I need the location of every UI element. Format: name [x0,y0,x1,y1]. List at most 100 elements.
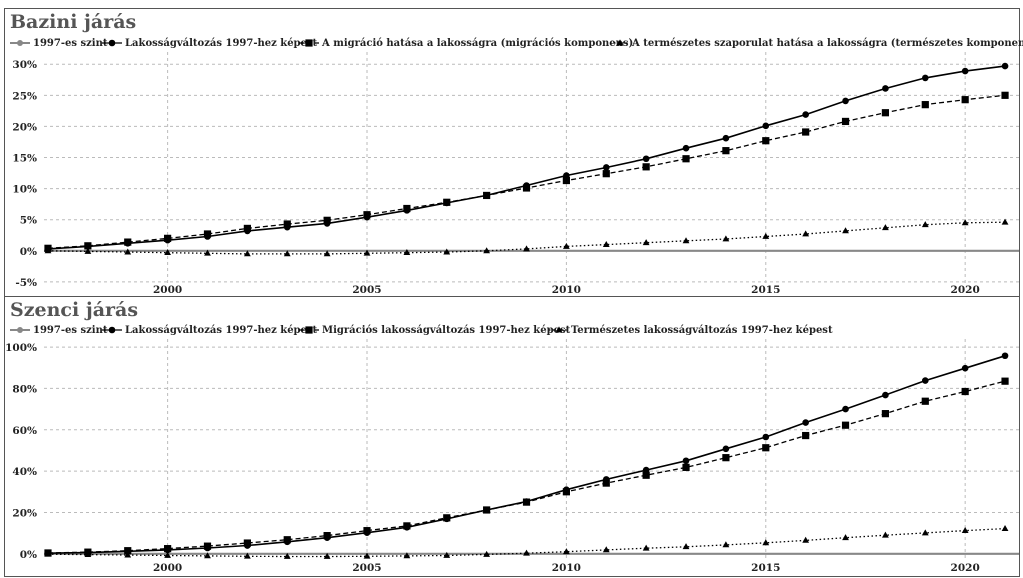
legend-label: 1997-es szint [33,325,108,336]
data-point [961,364,969,372]
legend-label: 1997-es szint [33,38,108,49]
data-point [124,248,132,255]
data-point [961,527,969,534]
data-point [523,245,530,252]
data-point [921,397,929,405]
x-tick-label: 2020 [951,562,980,574]
data-point [323,532,331,540]
data-point [602,164,610,171]
data-point [203,542,212,550]
data-point [881,410,890,418]
legend-item-2: Lakosságváltozás 1997-hez képest [102,325,318,336]
data-point [602,546,610,553]
data-point [1001,377,1009,385]
data-point [722,445,730,453]
legend-item-4: A természetes szaporulat hatása a lakoss… [610,38,1023,49]
legend-item-4: Természetes lakosságváltozás 1997-hez ké… [549,325,833,336]
legend-label: Természetes lakosságváltozás 1997-hez ké… [571,325,833,336]
data-point [961,219,969,226]
data-point [203,230,212,238]
data-point [443,248,451,255]
x-tick-label: 2010 [552,562,581,574]
x-tick-label: 2000 [153,562,182,574]
data-point [522,498,531,506]
series-2 [44,352,1009,557]
data-point [403,522,411,530]
data-point [483,191,491,200]
data-point [164,545,172,553]
data-point [802,431,810,440]
data-point [243,224,251,233]
data-point [842,405,849,413]
data-point [802,111,809,118]
data-point [243,539,251,547]
data-point [204,552,211,559]
data-point [642,239,650,246]
data-point [522,184,531,192]
data-point [443,198,451,206]
data-point [762,433,770,441]
data-point [682,457,690,465]
data-point [562,488,570,496]
series-line [47,94,1006,249]
data-point [523,549,530,556]
legend-label: Lakosságváltozás 1997-hez képest [125,325,318,336]
data-point [762,444,770,452]
data-point [562,176,570,185]
data-point [642,155,650,163]
data-point [124,238,132,246]
y-tick-label: 5% [20,215,37,227]
data-point [283,220,291,228]
y-tick-label: 20% [12,507,37,519]
y-tick-label: 60% [12,425,37,437]
data-point [164,551,172,558]
data-point [363,527,371,535]
x-tick-label: 2015 [751,562,780,574]
y-tick-label: 10% [12,184,37,196]
x-tick-label: 2020 [951,284,980,296]
data-point [802,230,810,237]
legend-marker [108,326,116,334]
data-point [323,216,331,224]
data-point [921,221,929,228]
data-point [483,247,491,254]
data-point [682,237,690,244]
data-point [842,227,849,234]
data-point [602,240,610,247]
data-point [961,67,969,75]
data-point [882,224,889,231]
series-line [47,355,1006,554]
series-line [47,380,1006,554]
data-point [802,536,810,543]
data-point [124,547,132,555]
data-point [921,529,929,536]
y-tick-label: 0% [20,246,37,258]
panel-title: Bazini járás [10,11,136,33]
data-point [403,204,411,213]
data-point [802,128,810,136]
y-tick-label: 100% [5,342,37,354]
legend-label: A természetes szaporulat hatása a lakoss… [631,38,1023,49]
data-point [841,421,850,429]
data-point [921,377,929,384]
data-point [882,391,889,399]
data-point [204,249,211,256]
panel-frame [4,296,1020,577]
data-point [483,506,491,514]
legend-label: A migráció hatása a lakosságra (migráció… [321,38,633,49]
data-point [44,550,52,557]
x-tick-label: 2015 [751,284,780,296]
data-point [802,419,809,426]
panel-frame [4,8,1020,297]
data-point [682,543,690,550]
data-point [722,235,730,242]
y-tick-label: 20% [12,121,37,133]
data-point [44,247,52,254]
data-point [961,96,969,104]
y-tick-label: 15% [12,153,37,165]
legend-marker [17,40,23,46]
data-point [283,536,291,544]
legend-marker [616,39,624,46]
y-tick-label: 40% [12,466,37,478]
